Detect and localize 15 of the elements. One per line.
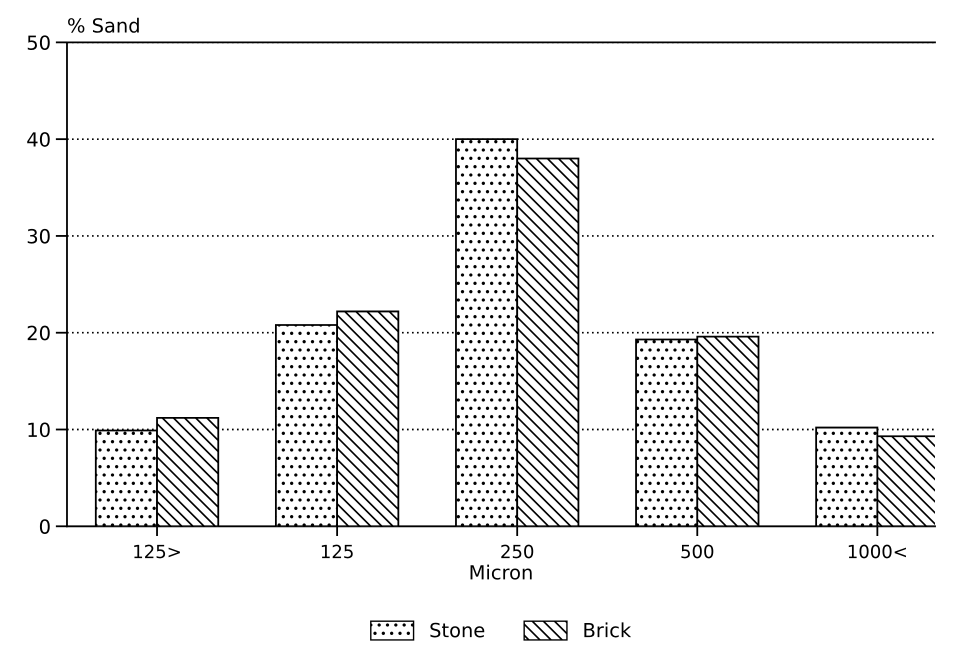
y-tick-label: 30 [28,228,50,244]
legend-label: Stone [430,622,484,638]
y-axis-title: % Sand [68,18,139,33]
x-tick-label: 500 [681,544,714,558]
x-tick-label: 250 [501,544,534,558]
y-tick-label: 40 [27,132,50,147]
legend-label: Brick [584,622,632,638]
y-tick-label: 50 [28,35,50,50]
x-axis-title: Micron [470,564,532,580]
x-tick-label: 125> [134,544,180,558]
x-tick-label: 1000< [848,544,906,558]
y-tick-label: 20 [28,326,50,340]
y-tick-label: 0 [40,519,50,534]
y-tick-label: 10 [28,422,50,438]
x-tick-label: 125 [322,544,353,558]
